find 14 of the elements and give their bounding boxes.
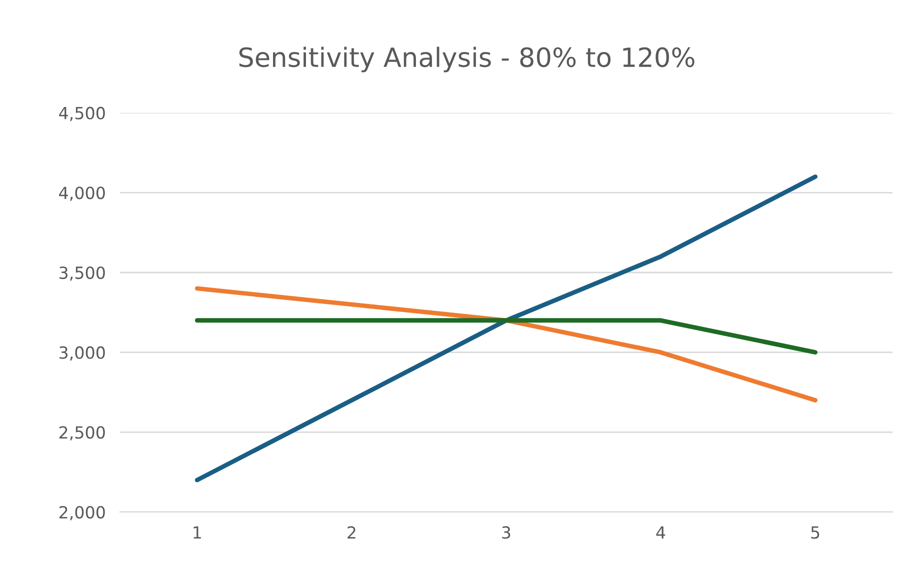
line-series [194, 174, 818, 482]
x-tick-label: 2 [348, 526, 356, 539]
x-tick-label: 4 [656, 526, 666, 539]
y-tick-label: 2,000 [59, 506, 105, 520]
y-tick-label: 2,500 [59, 426, 105, 440]
x-tick-label: 5 [811, 526, 820, 539]
x-tick-label: 3 [502, 526, 510, 539]
y-tick-label: 3,500 [60, 266, 105, 281]
x-tick-label: 1 [194, 526, 201, 539]
y-tick-label: 4,500 [59, 106, 105, 122]
y-tick-label: 3,000 [60, 346, 105, 361]
y-tick-label: 4,000 [59, 186, 105, 201]
line-series [194, 286, 818, 402]
chart-title: Sensitivity Analysis - 80% to 120% [239, 46, 694, 72]
